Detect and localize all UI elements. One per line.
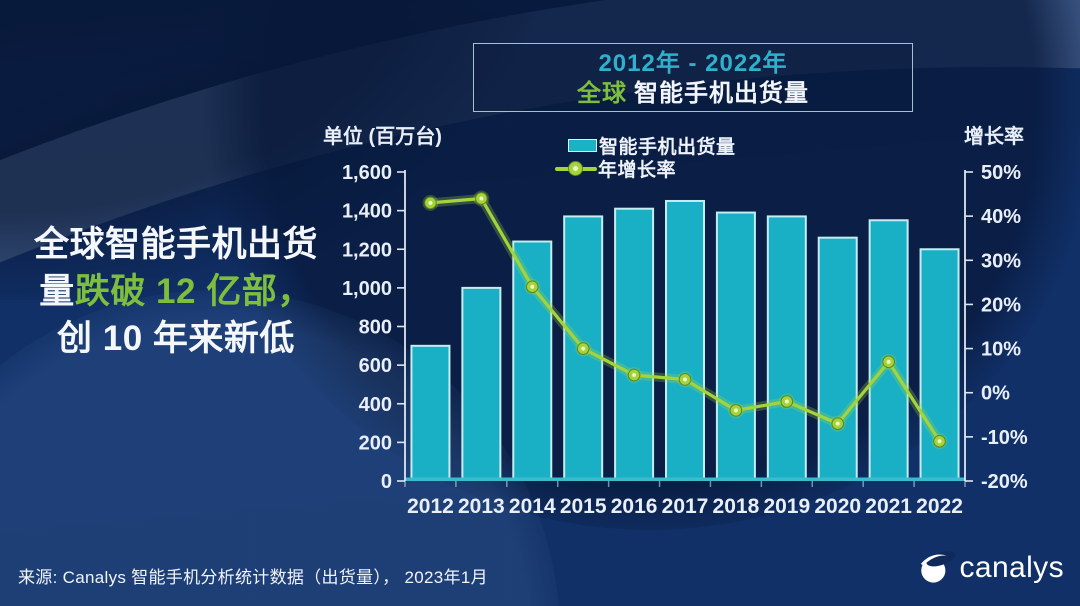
bar-2019	[766, 215, 807, 481]
year-label-2014: 2014	[509, 495, 556, 518]
bar-2016	[614, 207, 655, 481]
left-axis-label-400: 400	[359, 394, 392, 416]
year-label-2015: 2015	[560, 495, 607, 518]
x-axis-line	[405, 477, 965, 481]
bar-swatch-icon	[568, 139, 597, 152]
left-axis-label-1000: 1,000	[342, 278, 392, 300]
legend-item-shipments: 智能手机出货量	[555, 134, 736, 158]
headline: 全球智能手机出货 量跌破 12 亿部， 创 10 年来新低	[6, 221, 346, 362]
growth-point-center-2016	[632, 373, 637, 378]
bar-2015	[563, 215, 604, 481]
left-axis-label-0: 0	[381, 471, 392, 493]
bar-2020	[817, 236, 858, 481]
right-axis-label-20: 20%	[981, 294, 1021, 316]
left-axis-label-200: 200	[359, 432, 392, 454]
legend-line-label: 年增长率	[598, 160, 677, 181]
chart-title-accent: 全球	[577, 80, 627, 107]
year-label-2017: 2017	[662, 495, 709, 518]
year-label-2022: 2022	[916, 495, 963, 518]
growth-point-center-2019	[784, 399, 789, 404]
right-axis-title: 增长率	[964, 126, 1024, 148]
growth-point-center-2015	[581, 346, 586, 351]
growth-point-center-2021	[886, 359, 891, 364]
source-note: 来源: Canalys 智能手机分析统计数据（出货量）， 2023年1月	[18, 568, 488, 587]
headline-line3: 创 10 年来新低	[57, 319, 295, 358]
year-label-2012: 2012	[407, 495, 454, 518]
chart-title-main: 全球 智能手机出货量	[577, 80, 809, 107]
right-axis-label--10: -10%	[981, 427, 1028, 449]
line-marker-icon	[555, 157, 597, 180]
bar-2017	[665, 199, 705, 481]
year-label-2020: 2020	[814, 495, 861, 518]
growth-point-center-2013	[479, 196, 484, 201]
right-axis-label--20: -20%	[981, 471, 1028, 493]
growth-point-center-2022	[937, 439, 942, 444]
headline-line2: 量跌破 12 亿部，	[39, 272, 313, 311]
right-axis-label-0: 0%	[981, 383, 1010, 405]
right-axis-label-40: 40%	[981, 206, 1021, 228]
left-axis-label-1400: 1,400	[342, 201, 392, 223]
growth-point-center-2020	[835, 421, 840, 426]
growth-point-center-2012	[428, 200, 433, 205]
bar-2018	[715, 211, 756, 481]
chart-title-years: 2012年 - 2022年	[598, 50, 788, 77]
bar-2013	[461, 286, 502, 481]
left-axis-label-1600: 1,600	[342, 162, 392, 184]
left-axis-title: 单位 (百万台)	[323, 126, 442, 148]
bar-2012	[410, 344, 451, 481]
year-label-2021: 2021	[865, 495, 912, 518]
bar-2021	[868, 219, 909, 481]
right-axis-label-30: 30%	[981, 250, 1021, 272]
headline-green-accent: 跌破 12 亿部，	[74, 272, 313, 311]
year-label-2016: 2016	[611, 495, 658, 518]
chart-legend: 智能手机出货量 年增长率	[555, 134, 736, 181]
canalys-logo-icon	[921, 551, 956, 583]
left-axis-label-800: 800	[359, 317, 392, 339]
legend-item-growth: 年增长率	[555, 157, 736, 181]
year-label-2013: 2013	[458, 495, 505, 518]
growth-point-center-2018	[733, 408, 738, 413]
left-axis-label-1200: 1,200	[342, 239, 392, 261]
left-axis-label-600: 600	[359, 355, 392, 377]
year-label-2019: 2019	[763, 495, 810, 518]
canalys-logo-text: canalys	[959, 551, 1064, 584]
growth-point-center-2017	[683, 377, 687, 382]
right-axis-label-10: 10%	[981, 339, 1021, 361]
chart-title-box: 2012年 - 2022年 全球 智能手机出货量	[473, 43, 913, 112]
bar-2014	[512, 240, 553, 481]
right-axis-label-50: 50%	[981, 162, 1021, 184]
headline-line1: 全球智能手机出货	[33, 225, 318, 264]
legend-bar-label: 智能手机出货量	[599, 137, 736, 158]
year-label-2018: 2018	[713, 495, 760, 518]
canalys-logo: canalys	[915, 548, 1064, 588]
growth-point-center-2014	[530, 284, 535, 289]
